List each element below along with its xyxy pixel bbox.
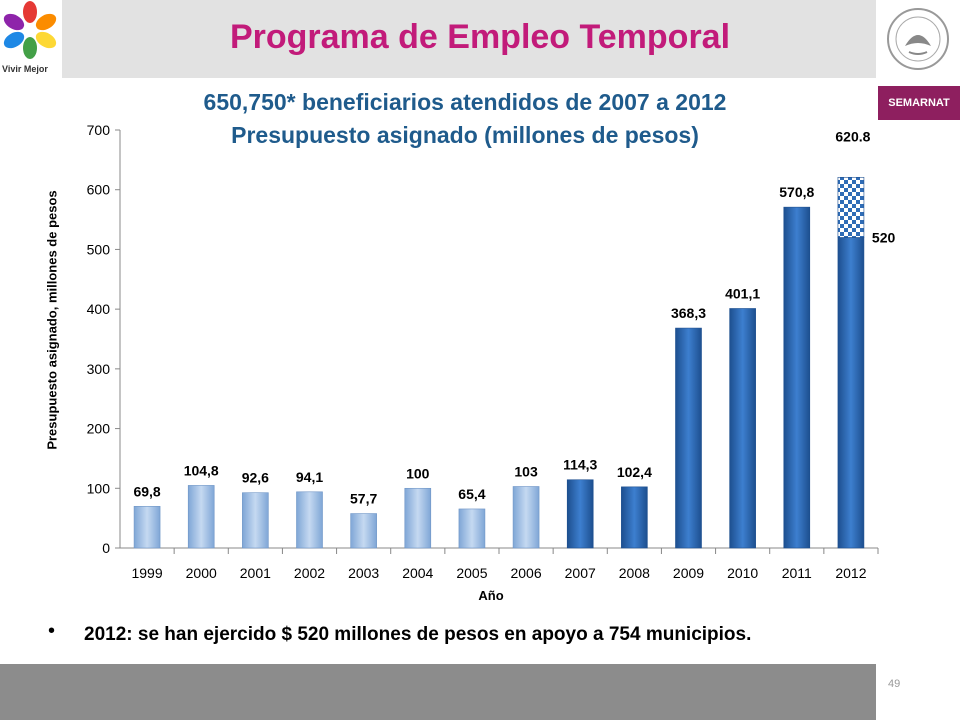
vivir-mejor-logo: Vivir Mejor xyxy=(0,0,62,78)
y-tick-label: 100 xyxy=(87,480,111,496)
subtitle-line-2: Presupuesto asignado (millones de pesos) xyxy=(231,122,699,148)
bar xyxy=(783,206,811,549)
bar-chart: 0 100 200 300 400 500 600 700 1999 2000 2001 2002 20… xyxy=(87,122,896,603)
chart-subtitle: 650,750* beneficiarios atendidos de 2007… xyxy=(100,86,830,152)
chart-bars xyxy=(133,176,865,549)
y-tick-label: 700 xyxy=(87,122,111,138)
subtitle-line-1: 650,750* beneficiarios atendidos de 2007… xyxy=(203,89,727,115)
page-title: Programa de Empleo Temporal xyxy=(229,18,731,56)
chart-data-labels: 69,8 104,8 92,6 94,1 57,7 100 65,4 103 114,3 102,… xyxy=(133,128,895,506)
x-tick-label: 2001 xyxy=(240,565,271,581)
x-tick-label: 1999 xyxy=(131,565,162,581)
footer-right-panel xyxy=(876,664,960,720)
bar xyxy=(242,492,269,549)
x-tick-label: 2003 xyxy=(348,565,379,581)
data-label: 401,1 xyxy=(725,285,760,301)
bar xyxy=(837,237,865,549)
data-label: 520 xyxy=(872,229,896,245)
bar xyxy=(512,486,540,549)
logo-text: Vivir Mejor xyxy=(2,64,48,74)
x-tick-label: 2005 xyxy=(456,565,487,581)
data-label: 69,8 xyxy=(133,483,160,499)
x-tick-label: 2006 xyxy=(510,565,541,581)
bullet-icon: • xyxy=(48,620,56,642)
bar xyxy=(675,327,702,549)
x-tick-label: 2007 xyxy=(565,565,596,581)
agency-badge: SEMARNAT xyxy=(878,86,960,120)
y-tick-label: 300 xyxy=(87,361,111,377)
x-tick-label: 2004 xyxy=(402,565,433,581)
header-bar xyxy=(0,0,960,78)
x-tick-label: 2000 xyxy=(186,565,217,581)
x-tick-label: 2011 xyxy=(782,565,812,581)
y-tick-label: 400 xyxy=(87,301,111,317)
x-tick-label: 2010 xyxy=(727,565,758,581)
footer-bar xyxy=(0,664,876,720)
x-tick-label: 2012 xyxy=(835,565,866,581)
data-label: 102,4 xyxy=(617,464,652,480)
data-label: 114,3 xyxy=(563,457,597,473)
page-number: 49 xyxy=(888,678,901,690)
data-label: 57,7 xyxy=(350,491,377,507)
x-tick-label: 2002 xyxy=(294,565,325,581)
data-label: 570,8 xyxy=(779,184,814,200)
bar xyxy=(404,487,432,549)
data-label: 92,6 xyxy=(242,470,269,486)
x-tick-label: 2008 xyxy=(619,565,650,581)
data-label-extra: 620.8 xyxy=(835,128,870,144)
x-tick-label: 2009 xyxy=(673,565,704,581)
bullet-text: 2012: se han ejercido $ 520 millones de … xyxy=(84,624,752,645)
bar xyxy=(621,486,648,549)
bar-extra-segment xyxy=(837,176,865,238)
national-seal-icon xyxy=(887,8,949,70)
bar xyxy=(566,479,594,549)
y-tick-label: 600 xyxy=(87,182,111,198)
data-label: 100 xyxy=(406,465,430,481)
chart-axes: 0 100 200 300 400 500 600 700 1999 2000 2001 2002 20… xyxy=(87,122,879,603)
y-tick-label: 500 xyxy=(87,241,111,257)
data-label: 94,1 xyxy=(296,469,323,485)
x-axis-title: Año xyxy=(478,588,503,603)
bar xyxy=(458,508,486,549)
bar xyxy=(350,513,377,549)
y-tick-label: 200 xyxy=(87,421,111,437)
bar xyxy=(296,491,323,549)
bar xyxy=(133,506,161,549)
bar xyxy=(187,485,215,549)
bar xyxy=(729,308,756,549)
data-label: 368,3 xyxy=(671,305,706,321)
flower-logo-icon xyxy=(3,1,57,59)
data-label: 104,8 xyxy=(184,462,219,478)
data-label: 103 xyxy=(514,463,538,479)
data-label: 65,4 xyxy=(458,486,485,502)
y-tick-label: 0 xyxy=(102,540,110,556)
